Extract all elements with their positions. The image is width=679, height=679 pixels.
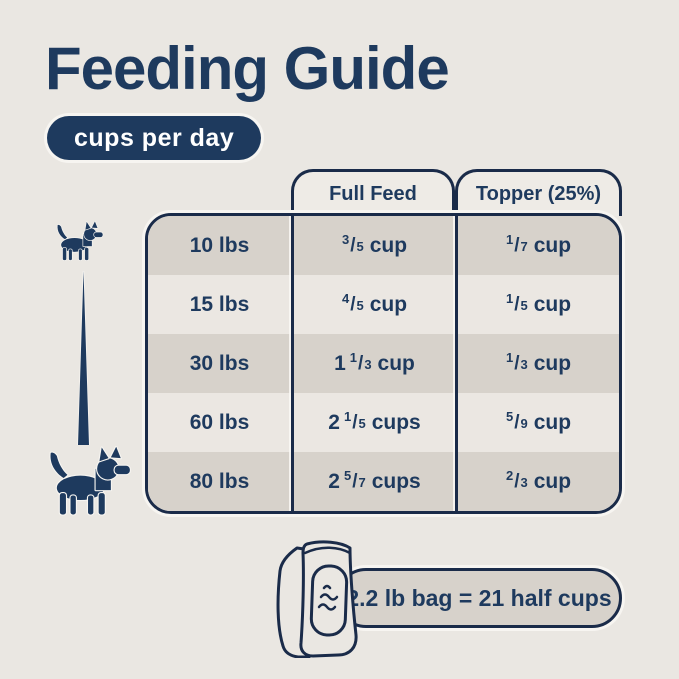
large-dog-icon [49,446,132,516]
bag-conversion-label: 2.2 lb bag = 21 half cups [346,584,612,611]
full-feed-cell: 1 1/3 cup [291,334,455,393]
column-header-topper: Topper (25%) [455,169,622,216]
table-row: 10 lbs 3/5 cup 1/7 cup [148,216,619,275]
column-header-label: Full Feed [329,182,417,205]
full-feed-cell: 4/5 cup [291,275,455,334]
topper-cell: 1/5 cup [455,275,619,334]
weight-cell: 10 lbs [189,233,250,257]
table-row: 30 lbs 1 1/3 cup 1/3 cup [148,334,619,393]
topper-cell: 5/9 cup [455,393,619,452]
full-feed-cell: 2 5/7 cups [291,452,455,511]
badge-label: cups per day [74,123,235,152]
weight-cell: 15 lbs [189,292,250,316]
table-row: 15 lbs 4/5 cup 1/5 cup [148,275,619,334]
cups-per-day-badge: cups per day [47,116,262,160]
column-header-label: Topper (25%) [475,182,602,205]
table-row: 60 lbs 2 1/5 cups 5/9 cup [148,393,619,452]
page-title: Feeding Guide [45,35,450,102]
weight-cell: 30 lbs [189,351,250,375]
topper-cell: 1/7 cup [455,216,619,275]
dog-food-bag-icon [276,540,358,658]
topper-cell: 1/3 cup [455,334,619,393]
feeding-table-body: 10 lbs 3/5 cup 1/7 cup 15 lbs 4/5 cup 1/5 cup 30 l… [145,213,622,514]
weight-cell: 60 lbs [189,410,250,434]
table-row: 80 lbs 2 5/7 cups 2/3 cup [148,452,619,511]
full-feed-cell: 3/5 cup [291,216,455,275]
small-dog-icon [56,220,104,261]
column-header-full-feed: Full Feed [291,169,455,216]
bag-conversion-banner: 2.2 lb bag = 21 half cups [336,568,622,628]
weight-cell: 80 lbs [189,469,250,493]
full-feed-cell: 2 1/5 cups [291,393,455,452]
size-increase-wedge [77,271,90,445]
topper-cell: 2/3 cup [455,452,619,511]
